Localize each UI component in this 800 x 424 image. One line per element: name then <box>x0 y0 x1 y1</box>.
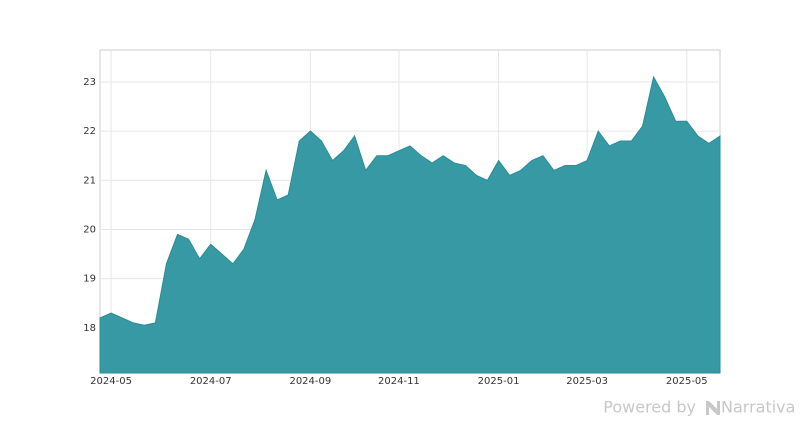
marks <box>99 75 721 374</box>
y-tick-label: 22 <box>83 126 96 137</box>
footer: Powered by Narrativa <box>603 398 795 417</box>
y-tick-label: 20 <box>83 224 96 235</box>
x-tick-label: 2024-07 <box>190 376 232 387</box>
brand-logo <box>706 401 720 415</box>
y-tick-label: 19 <box>83 274 96 285</box>
y-tick-label: 21 <box>83 175 96 186</box>
x-tick-label: 2024-05 <box>90 376 132 387</box>
x-tick-label: 2025-03 <box>566 376 608 387</box>
brand: Narrativa <box>721 398 795 417</box>
y-tick-label: 23 <box>83 77 96 88</box>
x-tick-label: 2024-11 <box>378 376 420 387</box>
y-tick-label: 18 <box>83 323 96 334</box>
x-tick-label: 2025-05 <box>666 376 708 387</box>
x-tick-label: 2025-01 <box>478 376 520 387</box>
powered-by: Powered by <box>603 398 696 417</box>
x-tick-label: 2024-09 <box>289 376 331 387</box>
area <box>99 75 721 374</box>
